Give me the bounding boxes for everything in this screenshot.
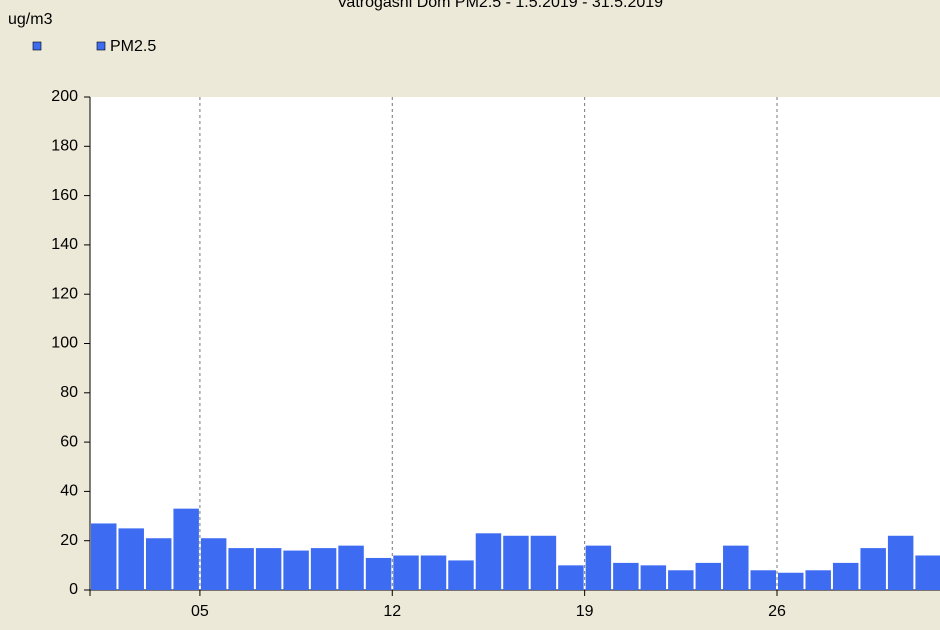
bar [668, 570, 694, 590]
legend-marker [32, 41, 42, 51]
bar [530, 535, 557, 590]
y-tick-label: 120 [51, 285, 78, 302]
y-tick-label: 160 [51, 187, 78, 204]
bar [695, 562, 722, 590]
bar [832, 562, 859, 590]
bar [778, 572, 804, 590]
x-tick-label: 05 [191, 603, 209, 620]
bar [173, 508, 199, 590]
y-tick-label: 100 [51, 335, 78, 352]
bar [503, 535, 529, 590]
bar [228, 548, 254, 590]
bar [860, 548, 886, 590]
y-tick-label: 40 [60, 483, 78, 500]
bar [420, 555, 447, 590]
bar [750, 570, 776, 590]
bar [393, 555, 419, 590]
y-tick-label: 140 [51, 236, 78, 253]
bar [805, 570, 831, 590]
y-tick-label: 180 [51, 138, 78, 155]
bar [255, 548, 282, 590]
bar [310, 548, 337, 590]
y-tick-label: 60 [60, 433, 78, 450]
y-tick-label: 80 [60, 384, 78, 401]
bar [887, 535, 914, 590]
bar [91, 523, 117, 590]
y-tick-label: 20 [60, 532, 78, 549]
bar [118, 528, 144, 590]
bar [365, 557, 392, 590]
bar [915, 555, 940, 590]
x-tick-label: 12 [383, 603, 401, 620]
y-axis-label: ug/m3 [8, 11, 53, 28]
y-tick-label: 0 [69, 581, 78, 598]
plot-area [90, 97, 940, 590]
bar [338, 545, 364, 590]
y-tick-label: 200 [51, 88, 78, 105]
bar [145, 538, 172, 590]
bar [475, 533, 502, 590]
legend-marker [96, 41, 106, 51]
bar [283, 550, 309, 590]
chart-title: Vatrogasni Dom PM2.5 - 1.5.2019 - 31.5.2… [337, 0, 663, 11]
bar [723, 545, 749, 590]
legend-label: PM2.5 [110, 38, 156, 55]
bar [585, 545, 612, 590]
bar [200, 538, 227, 590]
x-tick-label: 19 [576, 603, 594, 620]
bar [448, 560, 474, 590]
x-tick-label: 26 [768, 603, 786, 620]
bar [640, 565, 667, 590]
bar [558, 565, 584, 590]
bar [613, 562, 639, 590]
